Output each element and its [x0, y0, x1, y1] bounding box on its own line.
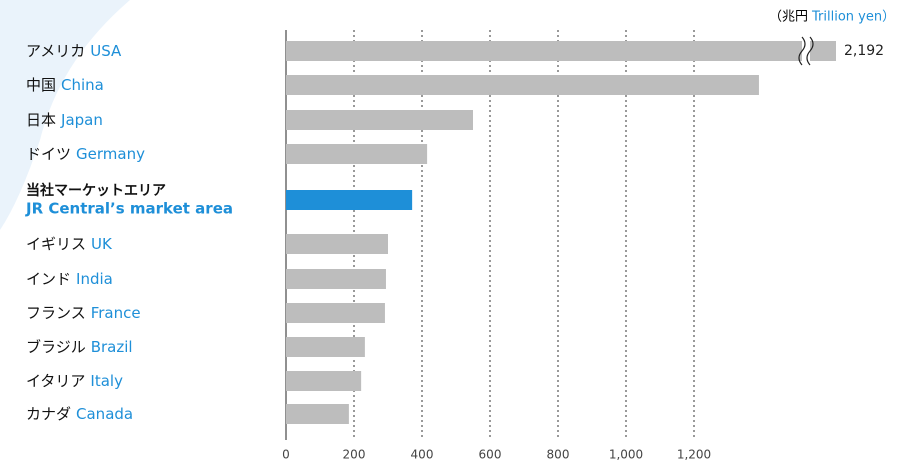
category-en: USA [90, 42, 122, 60]
x-tick-label: 0 [282, 448, 290, 462]
x-tick-label: 200 [343, 448, 366, 462]
category-label: ドイツ Germany [26, 145, 145, 163]
category-label: イタリア Italy [26, 372, 123, 390]
category-ja: イタリア [26, 372, 85, 390]
bar [286, 371, 362, 391]
category-label: イギリス UK [26, 235, 113, 253]
bar [286, 144, 428, 164]
category-en: Germany [76, 145, 145, 163]
x-tick-label: 400 [411, 448, 434, 462]
value-label: 2,192 [844, 43, 884, 59]
category-en: France [91, 304, 141, 322]
category-en: Brazil [91, 338, 133, 356]
category-ja: インド [26, 270, 71, 288]
bar [286, 404, 349, 424]
bar [286, 303, 385, 323]
unit-en: Trillion yen） [811, 10, 895, 25]
category-ja: アメリカ [26, 42, 85, 60]
bar-break [798, 36, 806, 66]
category-label: インド India [26, 270, 113, 288]
category-en: Canada [76, 405, 133, 423]
x-tick-label: 600 [479, 448, 502, 462]
category-label: 日本 Japan [26, 111, 103, 129]
x-tick-label: 800 [547, 448, 570, 462]
category-ja: イギリス [26, 235, 86, 253]
bar-break [806, 36, 814, 66]
bar [286, 110, 473, 130]
category-en: China [61, 76, 104, 94]
category-en: Italy [90, 372, 123, 390]
category-label: 中国 China [26, 76, 104, 94]
background-shape [0, 0, 130, 230]
unit-ja: （兆円 [769, 10, 808, 25]
category-label-en: JR Central’s market area [25, 200, 233, 218]
bar [286, 234, 388, 254]
category-ja: カナダ [26, 405, 71, 423]
x-tick-label: 1,000 [609, 448, 643, 462]
category-label: ブラジル Brazil [26, 338, 133, 356]
bar-break-gap [802, 37, 810, 65]
bar [286, 190, 413, 210]
category-label: アメリカ USA [26, 42, 122, 60]
bar [286, 337, 365, 357]
bar [286, 41, 836, 61]
category-en: India [76, 270, 113, 288]
category-ja: フランス [26, 304, 86, 322]
category-en: Japan [60, 111, 103, 129]
category-label: カナダ Canada [26, 405, 133, 423]
category-ja: 中国 [26, 76, 56, 94]
category-ja: ドイツ [26, 145, 71, 163]
category-en: UK [91, 235, 113, 253]
category-ja: ブラジル [26, 338, 86, 356]
category-label: 当社マーケットエリア [26, 182, 166, 199]
category-label: フランス France [26, 304, 141, 322]
category-ja: 日本 [26, 111, 56, 129]
bar [286, 269, 386, 289]
x-tick-label: 1,200 [677, 448, 711, 462]
bar [286, 75, 759, 95]
